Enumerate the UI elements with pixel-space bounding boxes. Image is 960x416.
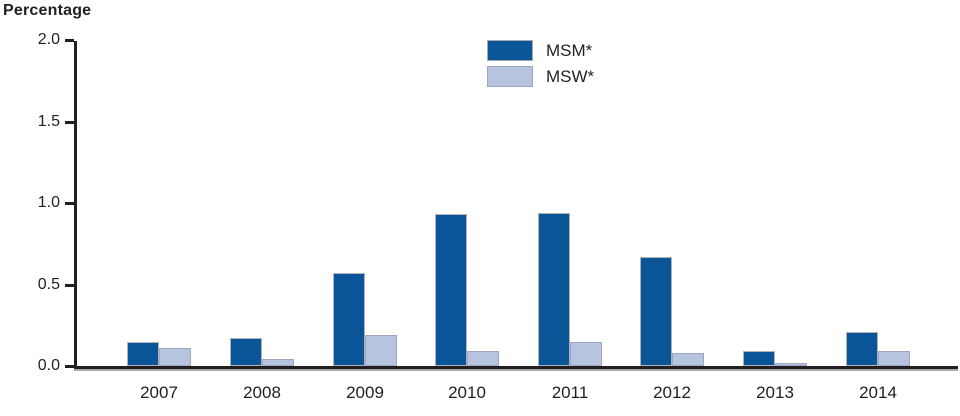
bar-msw-2008 — [262, 359, 294, 366]
bar-msm-2009 — [333, 273, 365, 366]
x-tick-label-2009: 2009 — [346, 383, 384, 402]
y-axis-title: Percentage — [3, 2, 92, 19]
x-tick-label-2010: 2010 — [448, 383, 486, 402]
y-tick-label: 0.0 — [37, 357, 60, 374]
bar-msw-2013 — [775, 363, 807, 366]
legend-swatch-msw — [487, 66, 533, 87]
y-tick — [65, 202, 74, 205]
y-tick — [65, 39, 74, 42]
bar-msw-2012 — [672, 353, 704, 366]
x-tick-label-2012: 2012 — [653, 383, 691, 402]
bar-msm-2011 — [538, 213, 570, 366]
bar-msm-2010 — [435, 214, 467, 366]
legend-row: MSW* — [487, 66, 594, 87]
legend-label-msw: MSW* — [546, 66, 595, 86]
bar-msm-2013 — [743, 351, 775, 366]
legend: MSM* MSW* — [487, 40, 594, 87]
x-tick-label-2013: 2013 — [756, 383, 794, 402]
y-tick — [65, 283, 74, 287]
legend-row: MSM* — [487, 40, 594, 61]
legend-label-msm: MSM* — [546, 40, 593, 60]
y-tick-label: 1.5 — [37, 112, 60, 130]
y-tick-label: 2.0 — [37, 31, 60, 48]
bar-msm-2012 — [640, 257, 672, 366]
bar-msm-2007 — [127, 342, 159, 366]
x-tick-label-2008: 2008 — [243, 383, 281, 402]
bar-msw-2009 — [365, 335, 397, 366]
y-tick — [65, 365, 74, 368]
bar-msw-2011 — [570, 342, 602, 366]
y-tick — [65, 120, 74, 124]
bar-msw-2010 — [467, 351, 499, 366]
y-axis-line — [74, 41, 77, 370]
x-tick-label-2011: 2011 — [551, 383, 589, 402]
bar-msm-2014 — [846, 332, 878, 366]
bar-msw-2014 — [878, 351, 910, 366]
x-tick-label-2007: 2007 — [140, 383, 178, 402]
x-tick-label-2014: 2014 — [859, 383, 897, 402]
bar-msw-2007 — [159, 348, 191, 366]
y-tick-label: 0.5 — [37, 275, 60, 293]
x-axis-line — [74, 366, 958, 371]
legend-swatch-msm — [487, 40, 533, 61]
bar-msm-2008 — [230, 338, 262, 366]
y-tick-label: 1.0 — [37, 194, 60, 211]
